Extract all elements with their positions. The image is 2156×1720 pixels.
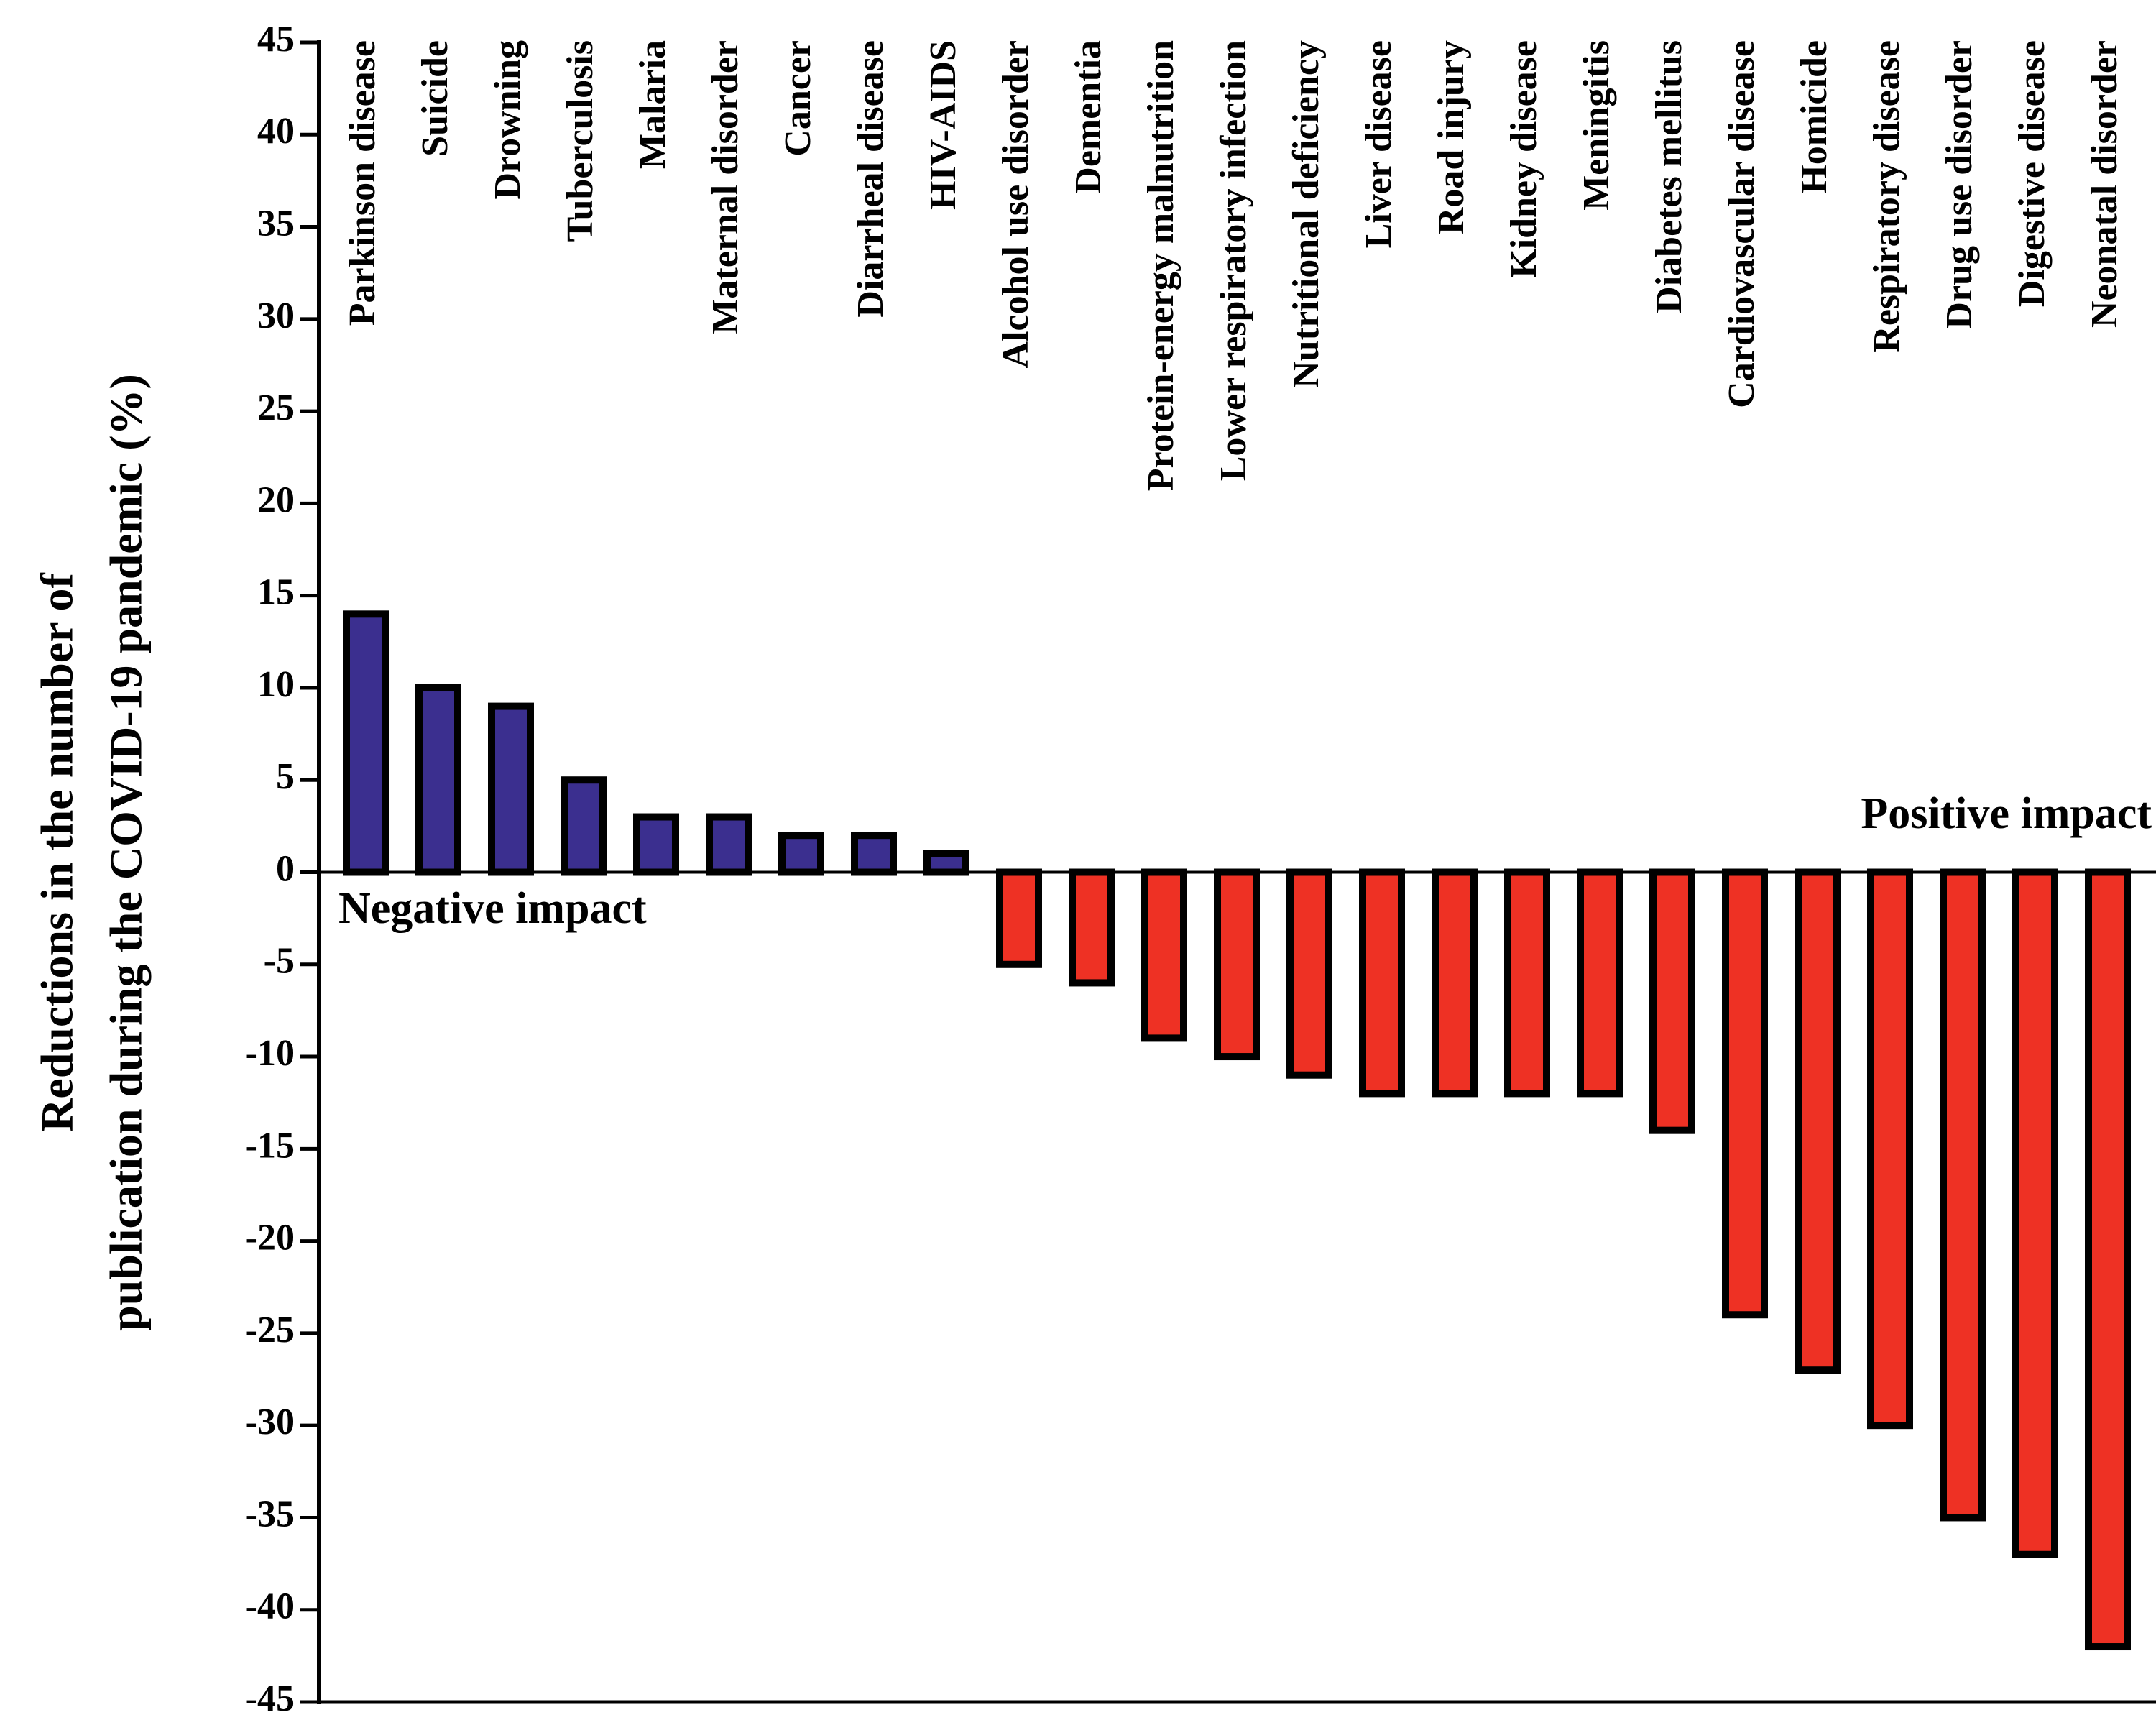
x-tick-label: Road injury [1431, 40, 1472, 234]
bar [2012, 868, 2058, 1558]
bar [1141, 868, 1187, 1042]
y-tick-label: 40 [257, 111, 295, 152]
bar [1069, 868, 1115, 987]
bar [633, 813, 679, 876]
bar [1795, 868, 1841, 1374]
x-tick-label: Suicide [415, 40, 456, 157]
y-tick-label: -20 [245, 1218, 295, 1259]
y-tick-label: 35 [257, 203, 295, 244]
bar [415, 684, 461, 876]
bar [1940, 868, 1986, 1522]
bar [1214, 868, 1260, 1061]
bar [1649, 868, 1695, 1134]
y-tick-label: 45 [257, 19, 295, 60]
bar [2085, 868, 2131, 1651]
y-tick-label: 15 [257, 572, 295, 613]
x-tick-label: Lower respiratory infection [1213, 40, 1254, 481]
x-tick-label: Homicide [1794, 40, 1835, 194]
x-tick-label: Diabetes mellitus [1649, 40, 1690, 313]
x-tick-label: Digestive disease [2012, 40, 2053, 307]
y-tick-label: 0 [276, 848, 295, 889]
bar [1577, 868, 1623, 1098]
x-tick-label: Maternal disorder [705, 40, 746, 334]
x-tick-label: Malaria [632, 40, 673, 169]
y-tick-label: 20 [257, 479, 295, 520]
x-tick-label: Diarrheal disease [850, 40, 891, 318]
bar [561, 776, 607, 876]
y-tick-label: 10 [257, 664, 295, 705]
x-tick-label: Dementia [1068, 40, 1109, 194]
x-tick-label: Protein-energy malnutrition [1141, 40, 1181, 491]
x-tick-label: Neonatal disorder [2084, 40, 2125, 328]
bar [488, 702, 534, 876]
y-tick-label: -35 [245, 1494, 295, 1535]
bar [1504, 868, 1550, 1098]
x-tick-label: HIV-AIDS [923, 40, 964, 210]
x-tick-label: Alcohol use disorder [995, 40, 1036, 368]
y-tick-label: -15 [245, 1125, 295, 1166]
x-tick-label: Cardiovascular disease [1721, 40, 1762, 408]
bar [1867, 868, 1913, 1430]
y-axis-label: Reductions in the number of [32, 573, 83, 1132]
bar [1432, 868, 1478, 1098]
x-tick-label: Parkinson disease [342, 40, 383, 326]
x-tick-label: Respiratory disease [1866, 40, 1907, 353]
y-tick-label: -30 [245, 1402, 295, 1443]
x-tick-label: Drug use disorder [1939, 40, 1980, 329]
x-tick-label: Liver disease [1358, 40, 1399, 248]
bar [923, 850, 969, 876]
y-tick-label: 25 [257, 387, 295, 428]
y-tick-label: -40 [245, 1586, 295, 1627]
annotation: Positive impact [1861, 789, 2152, 838]
y-tick-label: -5 [264, 941, 295, 982]
y-tick-label: 5 [276, 756, 295, 797]
y-tick-label: -10 [245, 1033, 295, 1074]
y-axis-label: publication during the COVID-19 pandemic… [101, 374, 152, 1331]
x-tick-label: Nutritional deficiency [1286, 40, 1327, 388]
bar [1359, 868, 1405, 1098]
bar [1722, 868, 1768, 1319]
bar [1286, 868, 1332, 1079]
y-tick-label: 30 [257, 295, 295, 336]
x-tick-label: Kidney disease [1503, 40, 1544, 278]
bar [996, 868, 1042, 968]
bar [778, 832, 824, 876]
x-tick-label: Drowning [487, 40, 528, 200]
x-tick-label: Cancer [778, 40, 819, 157]
annotation: Negative impact [338, 884, 647, 933]
x-tick-label: Tuberculosis [560, 40, 601, 242]
bar [851, 832, 897, 876]
y-tick-label: -25 [245, 1310, 295, 1351]
bar [706, 813, 752, 876]
y-tick-label: -45 [245, 1678, 295, 1719]
bar [343, 610, 389, 876]
x-tick-label: Meningitis [1576, 40, 1617, 211]
